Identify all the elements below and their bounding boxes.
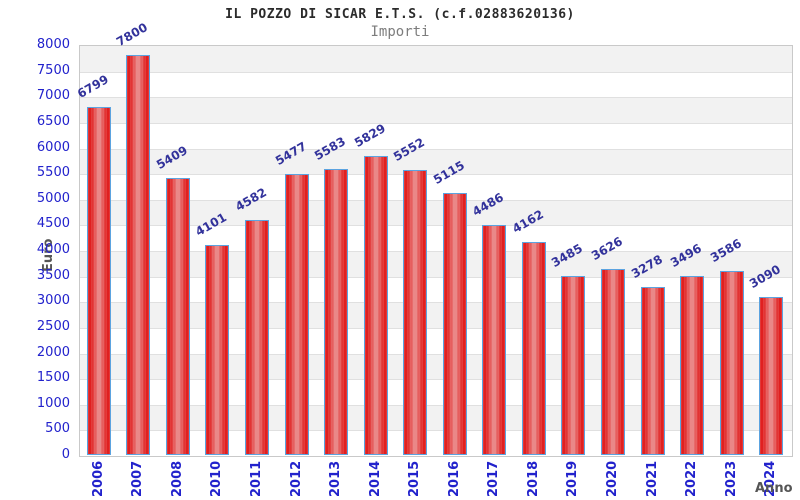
x-tick-label: 2023 — [723, 460, 739, 497]
bar — [759, 297, 783, 455]
plot-band — [80, 430, 792, 456]
x-tick-label: 2012 — [288, 460, 304, 497]
plot-band — [80, 148, 792, 175]
plot-band — [80, 174, 792, 200]
bar — [126, 55, 150, 455]
plot-band — [80, 97, 792, 123]
plot-band — [80, 71, 792, 98]
x-axis-title: Anno — [755, 481, 793, 496]
x-tick-label: 2007 — [130, 460, 146, 497]
x-tick-label: 2013 — [328, 460, 344, 497]
bar — [364, 156, 388, 455]
bar — [403, 170, 427, 455]
x-tick-label: 2022 — [684, 460, 700, 497]
plot-band — [80, 199, 792, 226]
y-tick-label: 5500 — [36, 165, 70, 181]
gridline — [80, 71, 792, 73]
y-tick-label: 500 — [45, 421, 70, 437]
bar — [285, 174, 309, 455]
bar — [680, 276, 704, 455]
x-tick-label: 2008 — [169, 460, 185, 497]
y-tick-label: 4000 — [36, 242, 70, 257]
gridline — [80, 97, 792, 99]
bar — [522, 242, 546, 455]
y-tick-label: 7500 — [36, 62, 70, 78]
bar — [324, 169, 348, 455]
x-tick-label: 2010 — [209, 460, 225, 497]
y-tick-label: 3000 — [36, 293, 70, 309]
x-tick-label: 2018 — [525, 460, 541, 497]
y-tick-label: 1000 — [36, 395, 70, 411]
plot-band — [80, 46, 792, 72]
plot-band — [80, 251, 792, 277]
y-tick-label: 2500 — [36, 318, 70, 334]
x-tick-label: 2017 — [486, 460, 502, 497]
gridline — [80, 327, 792, 329]
y-tick-label: 6500 — [36, 113, 70, 129]
plot-band — [80, 302, 792, 328]
y-tick-label: 7000 — [36, 88, 70, 104]
x-tick-label: 2020 — [605, 460, 620, 497]
plot-band — [80, 353, 792, 380]
y-tick-label: 3500 — [36, 267, 70, 283]
bar — [641, 287, 665, 455]
bar — [166, 178, 190, 455]
x-tick-label: 2021 — [644, 460, 660, 497]
gridline — [80, 174, 792, 176]
x-tick-label: 2006 — [90, 460, 106, 497]
bar — [443, 193, 467, 455]
plot-band — [80, 225, 792, 251]
plot-area — [79, 45, 793, 457]
plot-band — [80, 276, 792, 303]
bar — [205, 245, 229, 455]
x-tick-label: 2014 — [367, 460, 383, 497]
bar — [245, 220, 269, 455]
x-tick-label: 2016 — [446, 460, 462, 497]
gridline — [80, 276, 792, 278]
bar — [561, 276, 585, 455]
bar — [482, 225, 506, 455]
gridline — [80, 302, 792, 304]
y-tick-label: 6000 — [36, 139, 70, 155]
chart-subtitle: Importi — [370, 24, 430, 40]
plot-band — [80, 379, 792, 405]
chart-title: IL POZZO DI SICAR E.T.S. (c.f.0288362013… — [225, 7, 575, 22]
y-tick-label: 0 — [61, 447, 70, 462]
x-tick-label: 2015 — [407, 460, 423, 497]
gridline — [80, 199, 792, 201]
plot-band — [80, 122, 792, 149]
bar — [87, 107, 111, 455]
y-tick-label: 5000 — [36, 190, 70, 206]
gridline — [80, 379, 792, 381]
plot-band — [80, 327, 792, 354]
gridline — [80, 404, 792, 406]
gridline — [80, 122, 792, 124]
gridline — [80, 225, 792, 227]
gridline — [80, 251, 792, 252]
y-tick-label: 8000 — [36, 37, 70, 52]
x-tick-label: 2019 — [565, 460, 581, 497]
y-tick-label: 1500 — [36, 370, 70, 386]
plot-band — [80, 404, 792, 431]
y-tick-label: 2000 — [36, 344, 70, 360]
y-tick-label: 4500 — [36, 216, 70, 232]
gridline — [80, 430, 792, 432]
bar — [720, 271, 744, 455]
bar — [601, 269, 625, 455]
x-tick-label: 2011 — [249, 460, 264, 497]
gridline — [80, 353, 792, 355]
gridline — [80, 148, 792, 150]
